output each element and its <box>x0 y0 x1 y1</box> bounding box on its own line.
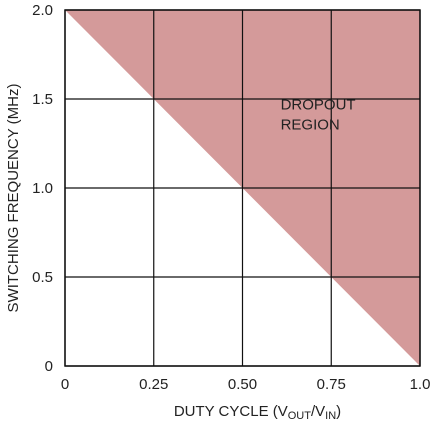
x-tick-label-2: 0.50 <box>228 376 257 393</box>
y-axis-title: SWITCHING FREQUENCY (MHz) <box>5 84 22 313</box>
dropout-region-label: DROPOUT REGION <box>281 97 360 134</box>
x-tick-label-1: 0.25 <box>139 376 168 393</box>
x-tick-label-4: 1.0 <box>410 376 431 393</box>
x-axis-title-part-3: ) <box>336 403 341 420</box>
y-tick-label-2: 1.0 <box>32 180 53 197</box>
y-tick-label-3: 1.5 <box>32 91 53 108</box>
plot-frame <box>64 9 421 367</box>
x-tick-label-0: 0 <box>61 376 69 393</box>
x-tick-label-3: 0.75 <box>317 376 346 393</box>
x-axis-title-part-2: /V <box>311 403 325 420</box>
x-axis-title-sub-in: IN <box>325 410 336 422</box>
y-tick-label-4: 2.0 <box>32 2 53 19</box>
x-axis-title-part-1: DUTY CYCLE (V <box>174 403 288 420</box>
y-tick-label-0: 0 <box>45 358 53 375</box>
x-tick-labels: 0 0.25 0.50 0.75 1.0 <box>61 376 431 393</box>
dropout-region-label-line-1: DROPOUT <box>281 97 356 114</box>
x-axis-title: DUTY CYCLE (VOUT/VIN) <box>174 403 341 422</box>
y-tick-labels: 0 0.5 1.0 1.5 2.0 <box>32 2 53 375</box>
dropout-region-label-line-2: REGION <box>281 117 340 134</box>
x-axis-title-sub-out: OUT <box>288 410 312 422</box>
y-tick-label-1: 0.5 <box>32 269 53 286</box>
